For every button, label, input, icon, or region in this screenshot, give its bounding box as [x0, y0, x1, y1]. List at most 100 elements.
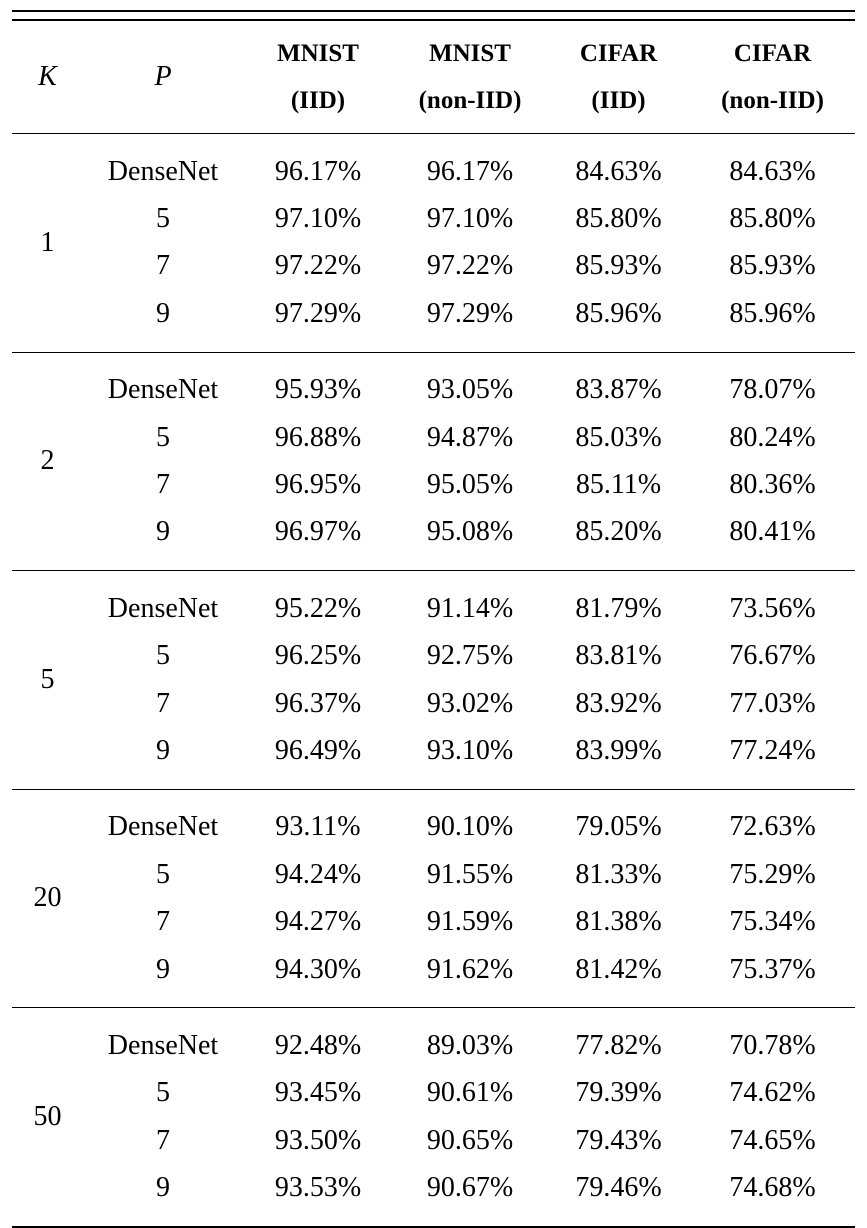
accuracy-cell: 83.99%	[547, 727, 690, 790]
table-row: 5 94.24% 91.55% 81.33% 75.29%	[12, 851, 855, 898]
accuracy-cell: 77.82%	[575, 1029, 662, 1061]
accuracy-cell: 93.10%	[393, 727, 547, 790]
table-row: 9 93.53% 90.67% 79.46% 74.68%	[12, 1164, 855, 1228]
accuracy-cell: 80.41%	[690, 508, 855, 572]
p-value: 7	[156, 687, 170, 719]
table-row: 5 DenseNet 95.22% 91.14% 81.79% 73.56%	[12, 570, 855, 790]
accuracy-cell: 79.43%	[575, 1124, 662, 1156]
accuracy-cell: 84.63%	[729, 155, 816, 187]
accuracy-cell: 75.34%	[729, 906, 816, 938]
accuracy-cell: 91.62%	[393, 945, 547, 1009]
accuracy-cell: 83.92%	[575, 687, 662, 719]
header-line: (IID)	[591, 87, 646, 114]
header-cifar-non-iid: CIFAR (non-IID)	[690, 20, 855, 134]
accuracy-cell: 94.24%	[274, 858, 362, 890]
table-row: 7 97.22% 97.22% 85.93% 85.93%	[12, 243, 855, 290]
k-value: 50	[12, 1007, 83, 1228]
accuracy-cell: 92.75%	[426, 640, 514, 672]
table-row: 9 97.29% 97.29% 85.96% 85.96%	[12, 290, 855, 353]
p-value: 5	[156, 1077, 170, 1109]
p-value: 5	[156, 858, 170, 890]
header-line: CIFAR	[733, 40, 812, 67]
header-line: (non-IID)	[721, 87, 824, 114]
accuracy-cell: 84.63%	[575, 155, 662, 187]
accuracy-cell: 96.49%	[243, 727, 393, 790]
accuracy-cell: 95.08%	[393, 508, 547, 572]
accuracy-cell: 97.29%	[393, 290, 547, 353]
accuracy-cell: 85.20%	[547, 508, 690, 572]
accuracy-cell: 90.67%	[393, 1164, 547, 1228]
table-header: K P MNIST (IID) MNIST (non-IID) CIFAR (I…	[12, 10, 855, 134]
accuracy-cell: 97.22%	[426, 250, 514, 282]
accuracy-cell: 97.22%	[274, 250, 362, 282]
accuracy-cell: 85.96%	[690, 290, 855, 353]
table-row: 7 93.50% 90.65% 79.43% 74.65%	[12, 1117, 855, 1164]
table-row: 2 DenseNet 95.93% 93.05% 83.87% 78.07%	[12, 352, 855, 572]
p-value: 7	[156, 1124, 170, 1156]
accuracy-cell: 94.30%	[243, 945, 393, 1009]
accuracy-cell: 90.10%	[426, 811, 514, 843]
header-line: CIFAR	[579, 40, 658, 67]
accuracy-cell: 96.88%	[274, 421, 362, 453]
accuracy-cell: 93.11%	[275, 811, 361, 843]
accuracy-cell: 90.65%	[426, 1124, 514, 1156]
table-row: 5 97.10% 97.10% 85.80% 85.80%	[12, 195, 855, 242]
table-row: 9 96.49% 93.10% 83.99% 77.24%	[12, 727, 855, 790]
table-row: 5 96.25% 92.75% 83.81% 76.67%	[12, 633, 855, 680]
accuracy-cell: 81.33%	[575, 858, 662, 890]
k-value: 1	[12, 133, 83, 353]
row-group-k-5: 5 DenseNet 95.22% 91.14% 81.79% 73.56% 5 96.25%…	[12, 570, 855, 790]
table-row: 50 DenseNet 92.48% 89.03% 77.82% 70.78%	[12, 1007, 855, 1228]
p-value: 5	[156, 203, 170, 235]
header-line: MNIST	[277, 40, 359, 67]
accuracy-cell: 93.05%	[426, 374, 514, 406]
p-value: 5	[156, 421, 170, 453]
accuracy-cell: 85.96%	[547, 290, 690, 353]
accuracy-cell: 91.55%	[426, 858, 514, 890]
accuracy-cell: 76.67%	[729, 640, 816, 672]
table-row: 5 96.88% 94.87% 85.03% 80.24%	[12, 414, 855, 461]
accuracy-cell: 81.42%	[547, 945, 690, 1009]
accuracy-cell: 75.29%	[729, 858, 816, 890]
accuracy-cell: 89.03%	[426, 1029, 514, 1061]
accuracy-cell: 79.39%	[575, 1077, 662, 1109]
header-mnist-non-iid: MNIST (non-IID)	[393, 20, 547, 134]
accuracy-cell: 72.63%	[729, 811, 816, 843]
accuracy-cell: 74.62%	[729, 1077, 816, 1109]
p-value: 9	[83, 945, 243, 1009]
row-group-k-50: 50 DenseNet 92.48% 89.03% 77.82% 70.78% 5 93.45…	[12, 1007, 855, 1228]
accuracy-cell: 91.14%	[426, 592, 514, 624]
accuracy-cell: 85.11%	[575, 469, 662, 501]
accuracy-cell: 85.80%	[729, 203, 816, 235]
accuracy-cell: 90.61%	[426, 1077, 514, 1109]
accuracy-cell: 85.93%	[575, 250, 662, 282]
row-group-k-2: 2 DenseNet 95.93% 93.05% 83.87% 78.07% 5 96.88%…	[12, 352, 855, 572]
accuracy-cell: 79.05%	[575, 811, 662, 843]
accuracy-cell: 96.37%	[274, 687, 362, 719]
k-value: 2	[12, 352, 83, 572]
accuracy-cell: 81.38%	[575, 906, 662, 938]
p-value: 7	[156, 250, 170, 282]
p-value: 9	[83, 1164, 243, 1228]
header-line: MNIST	[429, 40, 511, 67]
k-value: 20	[12, 789, 83, 1009]
accuracy-cell: 93.02%	[426, 687, 514, 719]
accuracy-cell: 97.29%	[243, 290, 393, 353]
accuracy-cell: 83.87%	[575, 374, 662, 406]
accuracy-cell: 96.17%	[274, 155, 362, 187]
p-value: 7	[156, 906, 170, 938]
accuracy-cell: 85.03%	[575, 421, 662, 453]
row-group-k-20: 20 DenseNet 93.11% 90.10% 79.05% 72.63% 5 94.24…	[12, 789, 855, 1009]
accuracy-cell: 96.97%	[243, 508, 393, 572]
accuracy-cell: 79.46%	[547, 1164, 690, 1228]
accuracy-cell: 80.36%	[729, 469, 816, 501]
row-group-k-1: 1 DenseNet 96.17% 96.17% 84.63% 84.63% 5 97.10%…	[12, 133, 855, 353]
top-double-rule	[12, 10, 855, 21]
accuracy-cell: 70.78%	[729, 1029, 816, 1061]
accuracy-cell: 93.45%	[274, 1077, 362, 1109]
header-cifar-iid: CIFAR (IID)	[547, 20, 690, 134]
accuracy-cell: 83.81%	[575, 640, 662, 672]
p-value: DenseNet	[107, 811, 219, 843]
p-value: 9	[83, 290, 243, 353]
results-table: K P MNIST (IID) MNIST (non-IID) CIFAR (I…	[12, 10, 855, 1228]
